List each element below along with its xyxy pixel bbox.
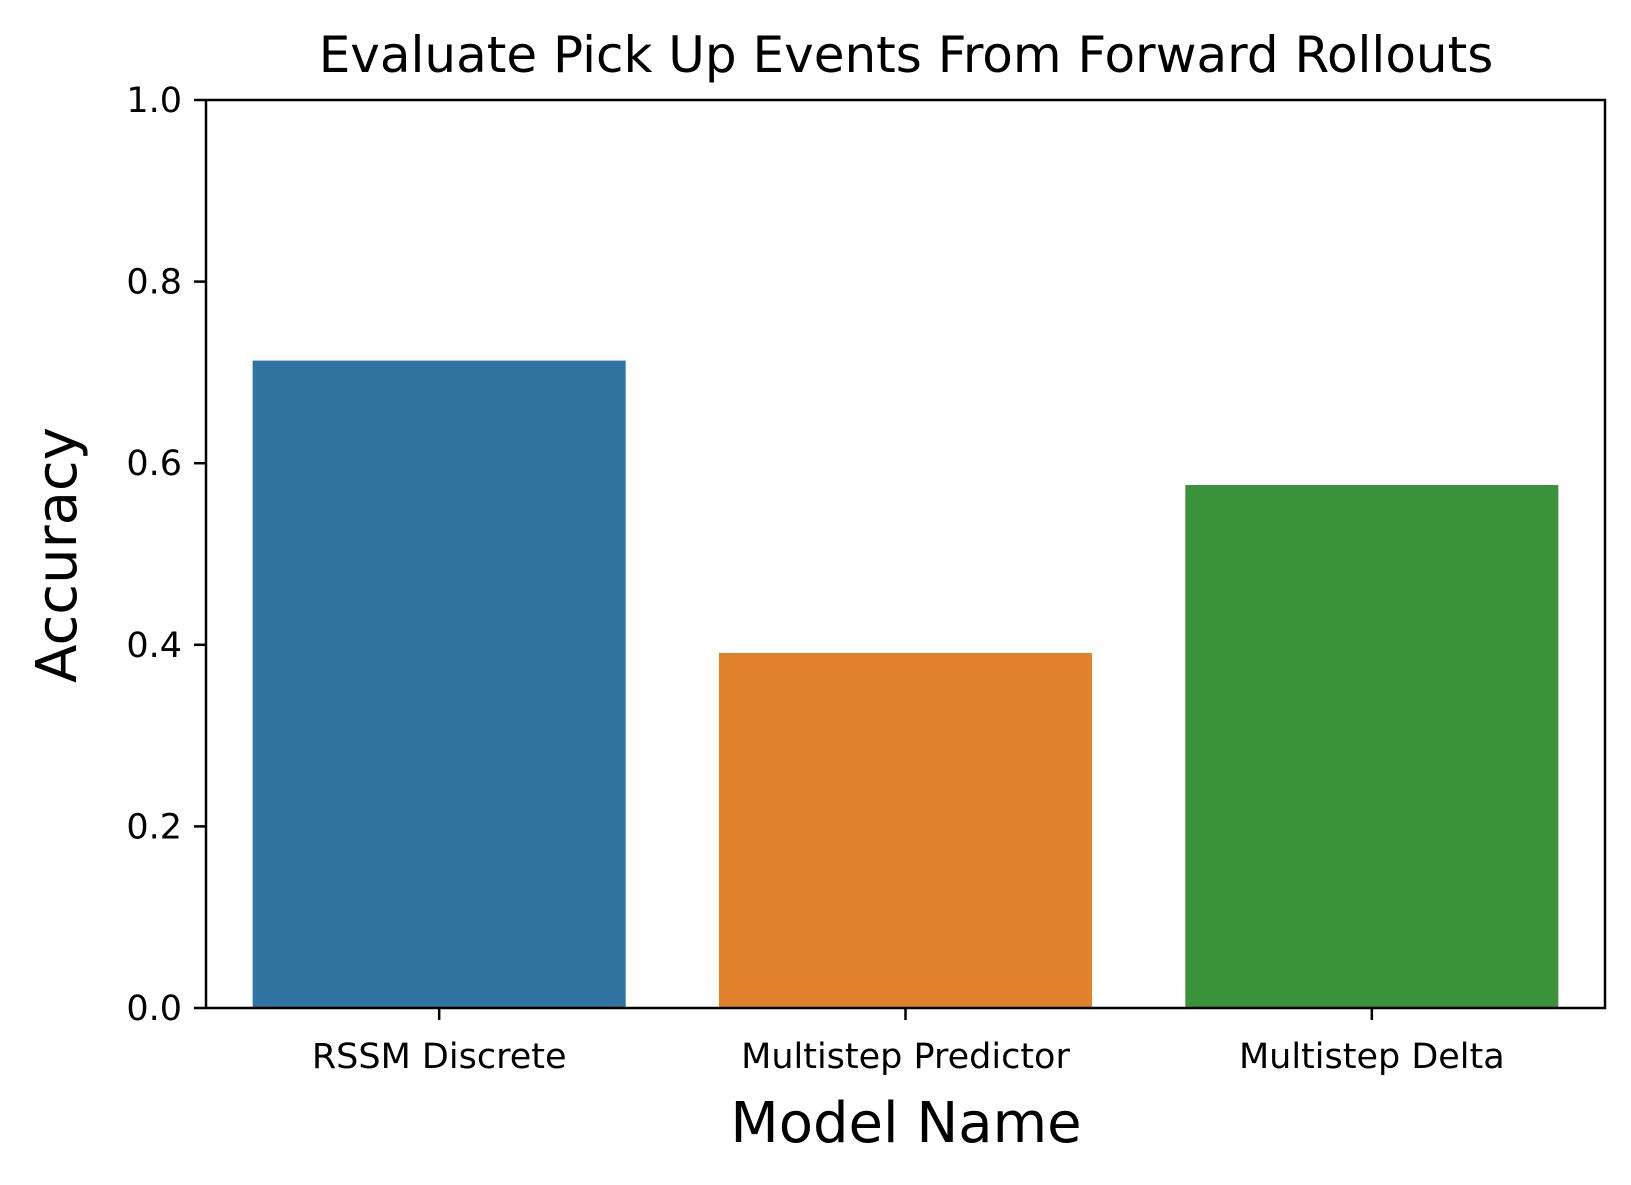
x-axis-label: Model Name — [730, 1091, 1081, 1156]
y-tick-label: 0.0 — [126, 989, 182, 1029]
x-tick-label: Multistep Delta — [1239, 1037, 1505, 1077]
bar-rssm-discrete — [252, 360, 626, 1008]
y-axis-label: Accuracy — [25, 427, 90, 683]
bar-multistep-delta — [1185, 484, 1559, 1008]
x-axis-ticks: RSSM Discrete Multistep Predictor Multiste… — [312, 1008, 1505, 1077]
x-tick-label: Multistep Predictor — [741, 1037, 1070, 1077]
y-tick-label: 0.2 — [126, 807, 182, 847]
bars-group — [252, 360, 1559, 1008]
y-tick-label: 0.8 — [126, 263, 182, 303]
chart-title: Evaluate Pick Up Events From Forward Rol… — [319, 26, 1494, 84]
y-tick-label: 0.4 — [126, 626, 182, 666]
x-tick-label: RSSM Discrete — [312, 1037, 567, 1077]
plot-frame — [204, 98, 1607, 1010]
y-axis-ticks: 0.0 0.2 0.4 0.6 0.8 1.0 — [126, 81, 206, 1029]
y-tick-label: 1.0 — [126, 81, 182, 121]
y-tick-label: 0.6 — [126, 444, 182, 484]
bar-multistep-predictor — [718, 652, 1093, 1008]
